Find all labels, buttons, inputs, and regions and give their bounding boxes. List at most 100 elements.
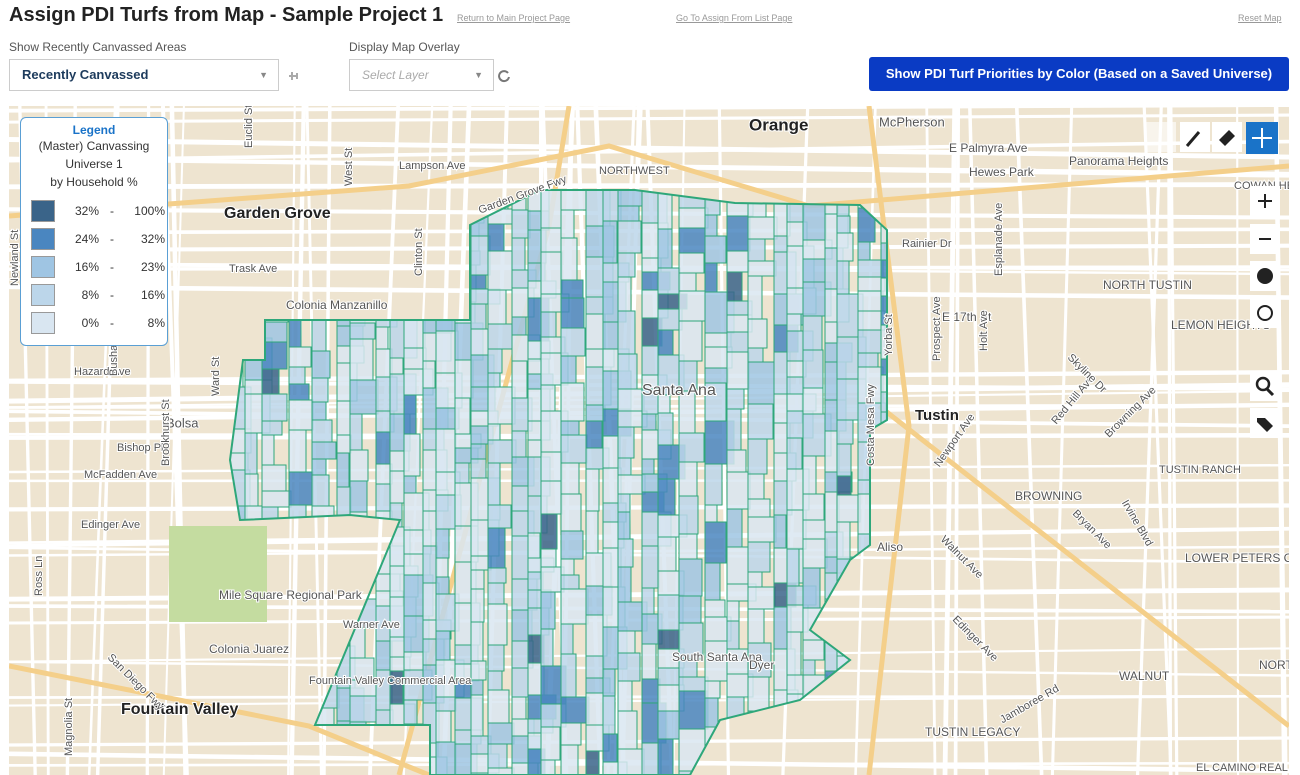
turf xyxy=(678,227,706,254)
turf xyxy=(487,386,516,425)
turf xyxy=(773,514,787,549)
legend-from: 24% xyxy=(74,232,99,246)
link[interactable]: Reset Map xyxy=(1238,13,1282,23)
map-label: Yorba St xyxy=(883,314,895,356)
turf xyxy=(470,458,487,479)
turf xyxy=(678,432,705,463)
road xyxy=(968,106,989,775)
road xyxy=(1167,106,1173,775)
turf xyxy=(678,290,706,322)
turf xyxy=(726,508,743,548)
turf xyxy=(349,413,363,451)
turf xyxy=(470,235,491,276)
turf xyxy=(470,679,484,696)
map-label: Panorama Heights xyxy=(1069,154,1168,168)
turf xyxy=(560,297,585,329)
turf xyxy=(244,432,258,475)
turf xyxy=(880,324,887,360)
turf xyxy=(880,374,887,393)
park xyxy=(169,526,267,622)
map-label: TUSTIN LEGACY xyxy=(925,725,1020,739)
link[interactable]: Go To Assign From List Page xyxy=(676,13,793,23)
turf xyxy=(747,361,775,405)
turf xyxy=(786,631,802,676)
road xyxy=(1275,106,1288,775)
caret: ▼ xyxy=(474,70,483,80)
turf xyxy=(487,767,515,775)
map-label: Costa Mesa Fwy xyxy=(865,384,877,466)
turf xyxy=(560,722,582,746)
turf xyxy=(657,629,681,650)
map[interactable]: Orange McPherson E Palmyra Ave Hewes Park Pa… xyxy=(9,106,1289,775)
map-label: Aliso xyxy=(877,540,903,554)
turf xyxy=(540,726,561,761)
turf xyxy=(747,473,765,500)
turf xyxy=(704,235,727,264)
turf xyxy=(511,667,529,698)
turf xyxy=(336,452,350,488)
turf xyxy=(704,504,718,523)
turf xyxy=(747,403,774,440)
map-label: Orange xyxy=(749,115,809,134)
map-label: LEMON HEIGHTS xyxy=(1171,318,1270,332)
turf xyxy=(880,358,887,376)
link[interactable]: Return to Main Project Page xyxy=(457,13,571,23)
turf xyxy=(487,348,503,374)
freeway xyxy=(9,663,430,775)
turf xyxy=(747,608,765,644)
turf xyxy=(704,262,718,293)
turf xyxy=(857,329,882,354)
map-label: Warner Ave xyxy=(343,619,400,631)
turf xyxy=(540,548,557,568)
dropdown[interactable]: Select Layer ▼ xyxy=(349,59,494,91)
turf xyxy=(585,510,599,554)
turf xyxy=(261,464,287,492)
turf xyxy=(470,588,485,623)
turf xyxy=(704,562,721,601)
turf xyxy=(641,587,655,615)
map-label: West St xyxy=(343,148,355,186)
turf xyxy=(470,694,484,737)
turf xyxy=(511,485,529,512)
turf xyxy=(435,741,457,775)
priorities-button[interactable]: Show PDI Turf Priorities by Color (Based… xyxy=(869,57,1289,91)
turf xyxy=(836,215,851,234)
turf xyxy=(617,493,631,513)
turf xyxy=(470,274,487,290)
map-label: Rainier Dr xyxy=(902,238,952,250)
turf xyxy=(802,519,826,540)
turf xyxy=(540,451,563,482)
legend-subtitle: Universe 1 xyxy=(65,157,123,171)
turf xyxy=(435,528,450,559)
map-tools[interactable] xyxy=(1146,122,1280,438)
turf xyxy=(540,311,557,338)
turf xyxy=(836,419,854,445)
turf xyxy=(657,329,674,356)
turf xyxy=(641,345,660,376)
turf xyxy=(560,530,584,560)
turf xyxy=(657,710,680,740)
turf xyxy=(880,242,887,261)
turf xyxy=(560,462,580,495)
page-title: Assign PDI Turfs from Map - Sample Proje… xyxy=(9,4,444,26)
turf xyxy=(511,360,528,399)
turf xyxy=(617,474,646,495)
turf xyxy=(747,676,770,712)
turf xyxy=(487,644,505,672)
turf xyxy=(836,494,861,523)
map-label: McPherson xyxy=(879,114,945,129)
turf xyxy=(617,680,633,712)
map-label: Mile Square Regional Park xyxy=(219,588,363,602)
refresh-icon[interactable] xyxy=(496,67,512,83)
map-label: Esplanade Ave xyxy=(993,203,1005,276)
turf xyxy=(527,439,543,458)
turf xyxy=(349,338,374,381)
pin-icon[interactable] xyxy=(286,68,302,84)
turf xyxy=(560,623,574,655)
dropdown[interactable]: Recently Canvassed ▼ xyxy=(9,59,279,91)
map-label: Prospect Ave xyxy=(931,296,943,361)
legend: Legend (Master) Canvassing Universe 1 by H… xyxy=(20,117,168,346)
turf xyxy=(540,628,554,667)
map-label: Magnolia St xyxy=(63,698,75,756)
